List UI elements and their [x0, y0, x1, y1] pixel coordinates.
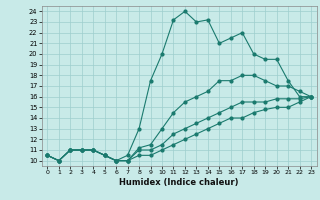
X-axis label: Humidex (Indice chaleur): Humidex (Indice chaleur)	[119, 178, 239, 187]
